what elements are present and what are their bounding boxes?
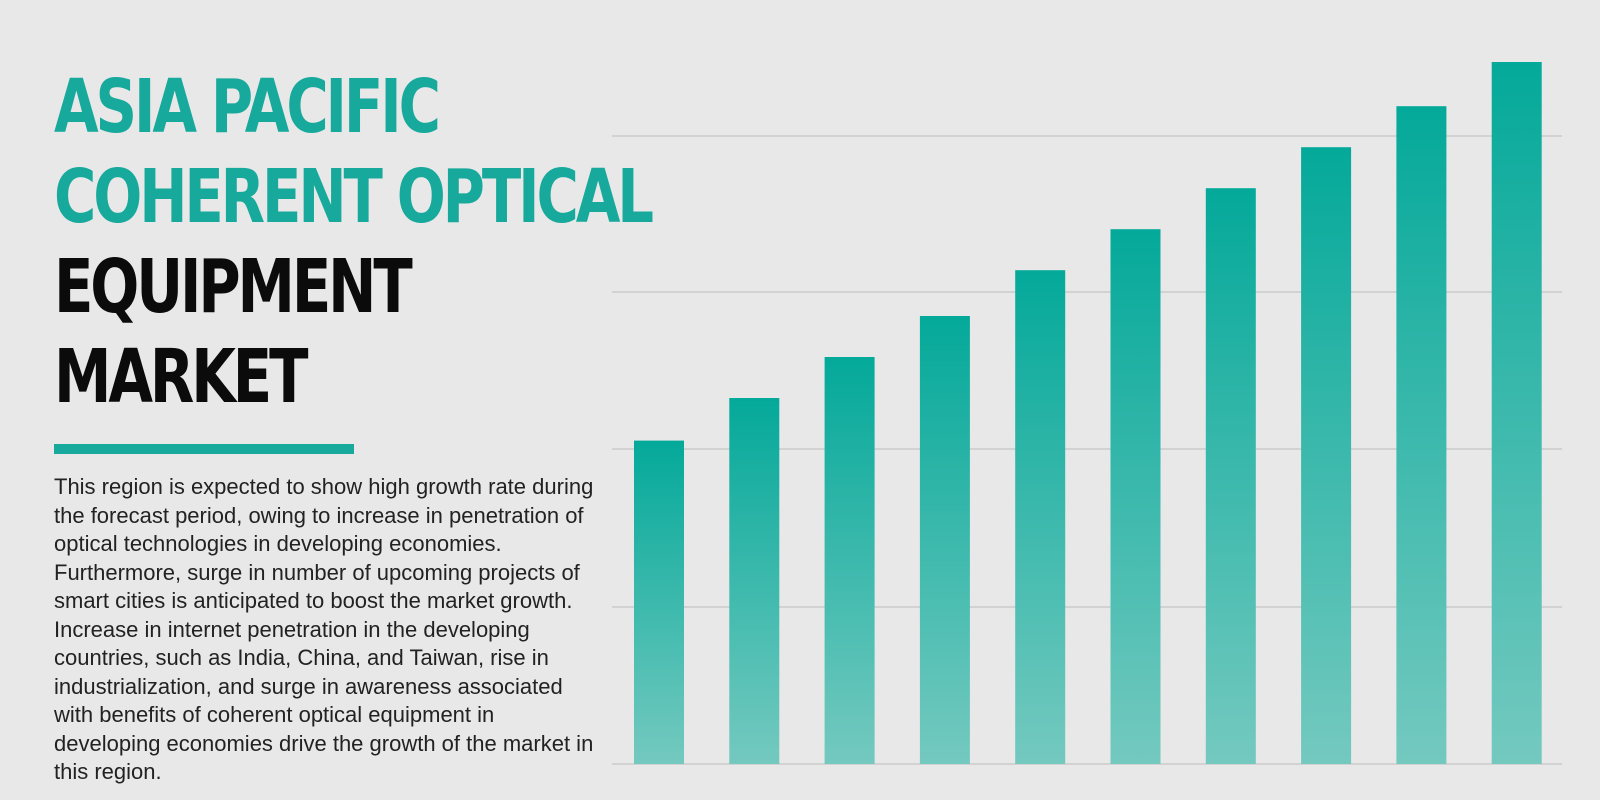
chart-bar <box>1015 270 1066 764</box>
title-line-3: EQUIPMENT <box>54 244 413 330</box>
description-text: This region is expected to show high gro… <box>54 473 594 787</box>
title-line-4: MARKET <box>54 334 308 420</box>
chart-bar <box>1301 147 1352 764</box>
chart-bar <box>919 316 970 764</box>
chart-bar <box>634 440 684 764</box>
chart-bars <box>634 62 1542 764</box>
title-line-1: ASIA PACIFIC <box>54 64 441 150</box>
description-paragraph-2: Increase in internet penetration in the … <box>54 616 594 785</box>
chart-bar <box>824 357 875 764</box>
chart-bar <box>1110 229 1161 764</box>
chart-bar <box>1396 106 1447 764</box>
chart-bar <box>1491 62 1542 764</box>
title-underline-bar <box>54 444 354 454</box>
chart-bar <box>1205 188 1256 764</box>
chart-bar <box>729 398 780 764</box>
description-paragraph-1: This region is expected to show high gro… <box>54 474 594 613</box>
